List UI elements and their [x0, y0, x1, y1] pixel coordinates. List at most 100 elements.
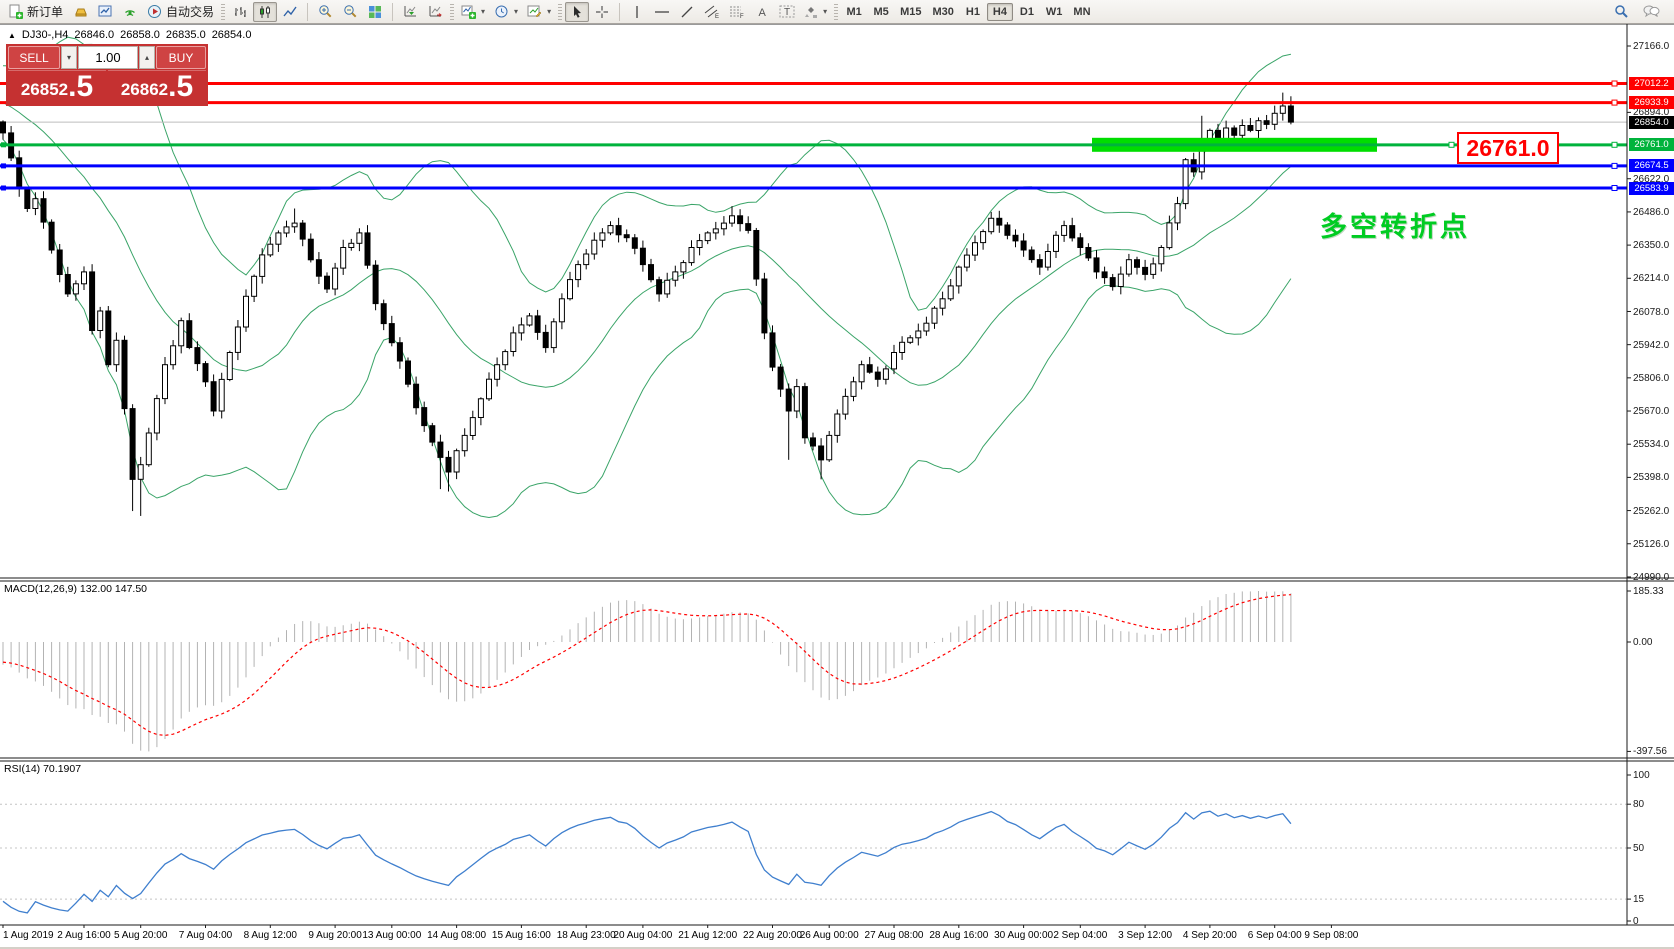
time-tick-label: 4 Sep 20:00 — [1182, 930, 1237, 941]
chat-button[interactable] — [1639, 2, 1664, 22]
timeframe-h1-button[interactable]: H1 — [965, 5, 980, 18]
vertical-line-button[interactable] — [625, 2, 649, 22]
crosshair-button[interactable] — [590, 2, 614, 22]
tile-windows-button[interactable] — [363, 2, 387, 22]
price-tick: 25806.0 — [1633, 372, 1670, 384]
tile-windows-icon — [369, 5, 382, 18]
one-click-trade-panel: SELL ▾ 1.00 ▴ BUY 26852 .5 26862 .5 — [6, 44, 208, 106]
text-label-button[interactable]: T — [775, 2, 799, 22]
zoom-in-button[interactable] — [313, 2, 337, 22]
buy-price-button[interactable]: 26862 .5 — [108, 70, 206, 103]
autotrade-label: 自动交易 — [166, 5, 215, 19]
bar-chart-icon — [235, 6, 246, 17]
cursor-button[interactable] — [565, 1, 590, 22]
rsi-tick: 50 — [1633, 843, 1645, 854]
periods-button[interactable]: ▾ — [490, 2, 522, 22]
chart-shift-button[interactable] — [423, 2, 447, 22]
text-label-icon: T — [779, 5, 795, 18]
channel-icon: E — [704, 5, 719, 19]
svg-text:F: F — [740, 14, 744, 19]
trendline-button[interactable] — [675, 2, 699, 22]
time-tick-label: 26 Aug 00:00 — [799, 930, 859, 941]
autotrade-button[interactable]: 自动交易 — [143, 2, 218, 22]
horizontal-line-button[interactable] — [650, 2, 674, 22]
volume-input[interactable]: 1.00 — [78, 46, 138, 69]
clock-icon — [495, 5, 508, 18]
equidistant-channel-button[interactable]: E — [700, 2, 724, 22]
toolbar: 新订单 自动交易 — [0, 0, 1674, 24]
window-bottom-edge — [0, 947, 1674, 949]
line-chart-mode-button[interactable] — [278, 2, 302, 22]
dropdown-caret-icon: ▾ — [547, 7, 552, 16]
zoom-in-icon — [318, 5, 331, 18]
timeframe-d1-button[interactable]: D1 — [1019, 5, 1034, 18]
timeframe-h4-button[interactable]: H4 — [986, 2, 1013, 21]
price-level-badge: 26933.9 — [1629, 96, 1674, 110]
timeframe-group: M1 M5 M15 M30 H1 H4 D1 W1 MN — [841, 2, 1095, 21]
timeframe-m15-button[interactable]: M15 — [900, 5, 922, 18]
timeframe-m5-button[interactable]: M5 — [873, 5, 889, 18]
time-tick-label: 5 Aug 20:00 — [113, 930, 168, 941]
price-annotation-box[interactable]: 26761.0 — [1457, 132, 1559, 164]
auto-scroll-button[interactable] — [398, 2, 422, 22]
time-tick-label: 28 Aug 16:00 — [929, 930, 989, 941]
search-icon — [1614, 5, 1628, 18]
toolbar-separator — [619, 2, 621, 21]
panel-toggle-icon[interactable]: ▲ — [8, 30, 16, 40]
time-tick-label: 7 Aug 04:00 — [178, 930, 233, 941]
timeframe-mn-button[interactable]: MN — [1073, 5, 1091, 18]
text-button[interactable]: A — [750, 2, 774, 22]
shapes-icon — [805, 6, 818, 18]
fibonacci-icon: F — [730, 6, 744, 19]
timeframe-w1-button[interactable]: W1 — [1045, 5, 1063, 18]
ohlc-close: 26854.0 — [211, 29, 252, 41]
text-icon: A — [758, 7, 766, 19]
signal-button[interactable] — [118, 2, 142, 22]
shapes-button[interactable]: ▾ — [800, 2, 831, 22]
sell-price-button[interactable]: 26852 .5 — [8, 70, 106, 103]
bar-chart-mode-button[interactable] — [228, 2, 252, 22]
price-level-badge: 26854.0 — [1629, 115, 1674, 129]
sell-price-frac: .5 — [68, 70, 94, 103]
volume-increase-button[interactable]: ▴ — [139, 46, 155, 69]
toolbar-grip — [450, 3, 455, 20]
time-tick-label: 2 Aug 16:00 — [57, 930, 111, 941]
search-button[interactable] — [1609, 2, 1633, 22]
chat-icon — [1643, 5, 1660, 18]
add-indicator-icon — [461, 5, 477, 19]
toolbar-separator — [392, 2, 394, 21]
quotes-button[interactable] — [68, 2, 92, 22]
candle-chart-mode-button[interactable] — [253, 1, 278, 22]
price-tick: 25942.0 — [1633, 339, 1670, 351]
rsi-tick: 15 — [1633, 894, 1645, 906]
chart-window-button[interactable] — [93, 2, 117, 22]
timeframe-m30-button[interactable]: M30 — [932, 5, 954, 18]
price-level-badge: 26583.9 — [1629, 181, 1674, 195]
new-order-button[interactable]: 新订单 — [4, 2, 67, 22]
sell-button[interactable]: SELL — [8, 46, 60, 69]
price-tick: 26622.0 — [1633, 173, 1670, 185]
line-chart-icon — [283, 6, 297, 16]
price-tick: 26214.0 — [1633, 273, 1670, 285]
timeframe-m1-button[interactable]: M1 — [846, 5, 862, 18]
toolbar-grip — [221, 3, 226, 20]
ohlc-open: 26846.0 — [74, 29, 115, 41]
price-tick: 26078.0 — [1633, 306, 1670, 318]
time-tick-label: 13 Aug 00:00 — [362, 930, 422, 941]
zoom-out-button[interactable] — [338, 2, 362, 22]
price-tick: 24990.0 — [1633, 571, 1670, 583]
rsi-label: RSI(14) 70.1907 — [4, 763, 82, 775]
horizontal-line-icon — [655, 10, 670, 13]
templates-button[interactable]: ▾ — [523, 2, 555, 22]
buy-button[interactable]: BUY — [156, 46, 206, 69]
time-tick-label: 3 Sep 12:00 — [1118, 930, 1173, 941]
indicators-button[interactable]: ▾ — [457, 2, 489, 22]
new-order-label: 新订单 — [27, 5, 64, 19]
dropdown-caret-icon: ▾ — [823, 7, 828, 16]
price-level-badge: 26761.0 — [1629, 138, 1674, 152]
price-tick: 25534.0 — [1633, 439, 1670, 451]
volume-decrease-button[interactable]: ▾ — [61, 46, 77, 69]
macd-tick: 185.33 — [1633, 586, 1664, 597]
fibonacci-button[interactable]: F — [725, 2, 749, 22]
turning-point-note[interactable]: 多空转折点 — [1320, 212, 1470, 242]
